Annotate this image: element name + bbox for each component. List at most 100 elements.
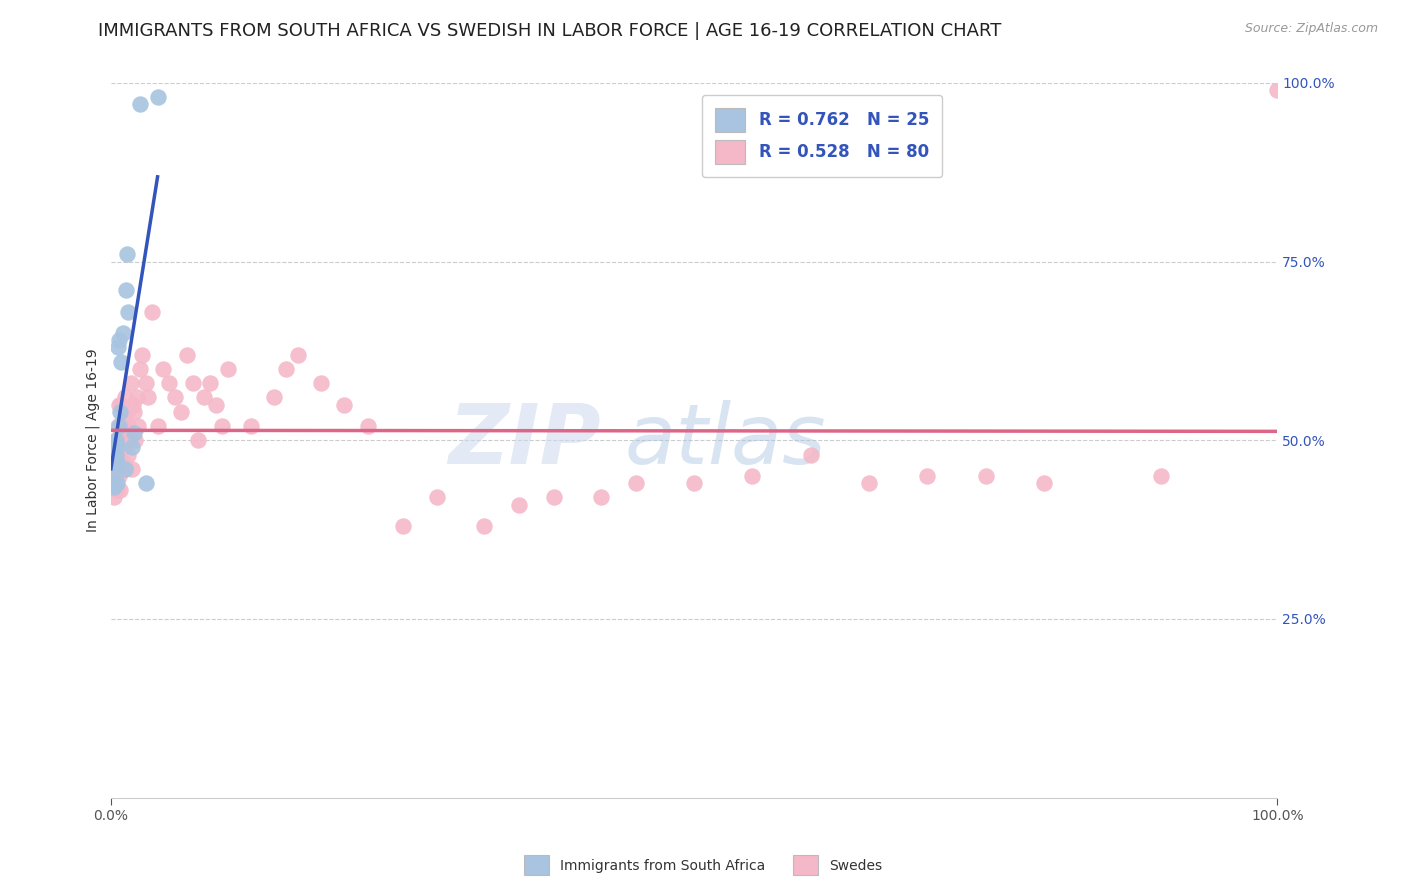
- Point: [121, 441, 143, 455]
- Point: [800, 448, 823, 462]
- Point: [107, 441, 129, 455]
- Point: [111, 419, 134, 434]
- Point: [112, 441, 135, 455]
- Point: [127, 419, 149, 434]
- Legend: R = 0.762   N = 25, R = 0.528   N = 80: R = 0.762 N = 25, R = 0.528 N = 80: [702, 95, 942, 177]
- Point: [114, 419, 136, 434]
- Point: [176, 347, 198, 361]
- Point: [108, 333, 131, 347]
- Point: [426, 491, 449, 505]
- Point: [114, 391, 136, 405]
- Point: [105, 476, 128, 491]
- Point: [1149, 469, 1171, 483]
- Point: [110, 483, 132, 498]
- Point: [110, 455, 132, 469]
- Point: [165, 391, 187, 405]
- Point: [115, 434, 138, 448]
- Point: [1265, 83, 1288, 97]
- Y-axis label: In Labor Force | Age 16-19: In Labor Force | Age 16-19: [86, 349, 100, 533]
- Point: [108, 419, 131, 434]
- Point: [974, 469, 997, 483]
- Point: [115, 462, 138, 476]
- Point: [333, 398, 356, 412]
- Point: [105, 455, 128, 469]
- Point: [170, 405, 193, 419]
- Point: [136, 391, 159, 405]
- Point: [103, 462, 125, 476]
- Point: [122, 426, 145, 441]
- Point: [217, 361, 239, 376]
- Point: [146, 90, 169, 104]
- Text: IMMIGRANTS FROM SOUTH AFRICA VS SWEDISH IN LABOR FORCE | AGE 16-19 CORRELATION C: IMMIGRANTS FROM SOUTH AFRICA VS SWEDISH …: [98, 22, 1002, 40]
- Point: [117, 419, 139, 434]
- Point: [122, 405, 145, 419]
- Point: [105, 483, 128, 498]
- Point: [118, 434, 141, 448]
- Point: [205, 398, 228, 412]
- Point: [104, 448, 127, 462]
- Point: [104, 448, 127, 462]
- Point: [103, 455, 125, 469]
- Point: [239, 419, 262, 434]
- Text: atlas: atlas: [624, 400, 825, 481]
- Point: [110, 434, 132, 448]
- Point: [117, 304, 139, 318]
- Point: [858, 476, 880, 491]
- Point: [741, 469, 763, 483]
- Point: [111, 455, 134, 469]
- Point: [120, 376, 142, 391]
- Point: [356, 419, 378, 434]
- Point: [115, 405, 138, 419]
- Point: [287, 347, 309, 361]
- Point: [135, 476, 157, 491]
- Point: [274, 361, 297, 376]
- Point: [141, 304, 163, 318]
- Point: [624, 476, 647, 491]
- Point: [391, 519, 413, 533]
- Point: [122, 398, 145, 412]
- Point: [543, 491, 565, 505]
- Point: [107, 340, 129, 354]
- Legend: Immigrants from South Africa, Swedes: Immigrants from South Africa, Swedes: [519, 850, 887, 880]
- Point: [105, 441, 128, 455]
- Point: [115, 283, 138, 297]
- Point: [263, 391, 285, 405]
- Point: [1033, 476, 1056, 491]
- Point: [108, 398, 131, 412]
- Point: [103, 491, 125, 505]
- Point: [103, 476, 125, 491]
- Point: [589, 491, 612, 505]
- Point: [104, 476, 127, 491]
- Point: [101, 476, 124, 491]
- Point: [111, 326, 134, 340]
- Point: [105, 455, 128, 469]
- Point: [110, 398, 132, 412]
- Point: [108, 469, 131, 483]
- Point: [110, 419, 132, 434]
- Point: [112, 412, 135, 426]
- Point: [110, 462, 132, 476]
- Point: [104, 434, 127, 448]
- Point: [115, 247, 138, 261]
- Point: [108, 434, 131, 448]
- Point: [111, 462, 134, 476]
- Point: [110, 354, 132, 368]
- Point: [193, 391, 215, 405]
- Point: [124, 434, 146, 448]
- Point: [129, 97, 152, 112]
- Point: [107, 419, 129, 434]
- Text: ZIP: ZIP: [449, 400, 600, 481]
- Point: [198, 376, 221, 391]
- Point: [917, 469, 939, 483]
- Point: [104, 437, 127, 451]
- Point: [131, 347, 153, 361]
- Point: [114, 462, 136, 476]
- Point: [121, 462, 143, 476]
- Point: [187, 434, 209, 448]
- Point: [508, 498, 530, 512]
- Point: [472, 519, 495, 533]
- Point: [103, 462, 125, 476]
- Point: [117, 448, 139, 462]
- Point: [157, 376, 180, 391]
- Point: [152, 361, 174, 376]
